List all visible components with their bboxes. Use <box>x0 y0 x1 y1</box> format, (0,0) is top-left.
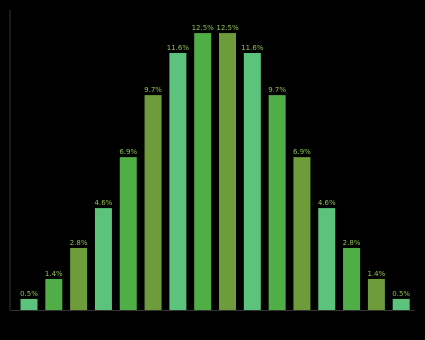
bar <box>367 278 385 310</box>
value-label: 11.6% <box>167 44 190 52</box>
value-label: 12.5% <box>192 24 215 32</box>
value-label: 4.6% <box>318 199 336 207</box>
value-label: 2.8% <box>343 239 361 247</box>
value-label: 1.4% <box>367 270 385 278</box>
value-label: 9.7% <box>144 86 162 94</box>
bar <box>268 95 286 310</box>
bar <box>243 53 261 311</box>
bar <box>119 157 137 310</box>
bar <box>94 208 112 310</box>
bar <box>70 247 88 310</box>
value-label: 12.5% <box>216 24 239 32</box>
bar <box>169 53 187 311</box>
value-label: 1.4% <box>45 270 63 278</box>
bar <box>293 157 311 310</box>
value-label: 6.9% <box>293 148 311 156</box>
value-label: 9.7% <box>268 86 286 94</box>
bar <box>144 95 162 310</box>
bar <box>194 33 212 310</box>
bar <box>343 247 361 310</box>
bar <box>45 278 63 310</box>
value-label: 6.9% <box>119 148 137 156</box>
bar <box>392 298 410 310</box>
value-label: 4.6% <box>95 199 113 207</box>
value-label: 0.5% <box>20 290 38 298</box>
bar <box>20 298 38 310</box>
value-label: 11.6% <box>241 44 264 52</box>
value-label: 2.8% <box>70 239 88 247</box>
bar <box>219 33 237 310</box>
bar <box>318 208 336 310</box>
value-label: 0.5% <box>392 290 410 298</box>
